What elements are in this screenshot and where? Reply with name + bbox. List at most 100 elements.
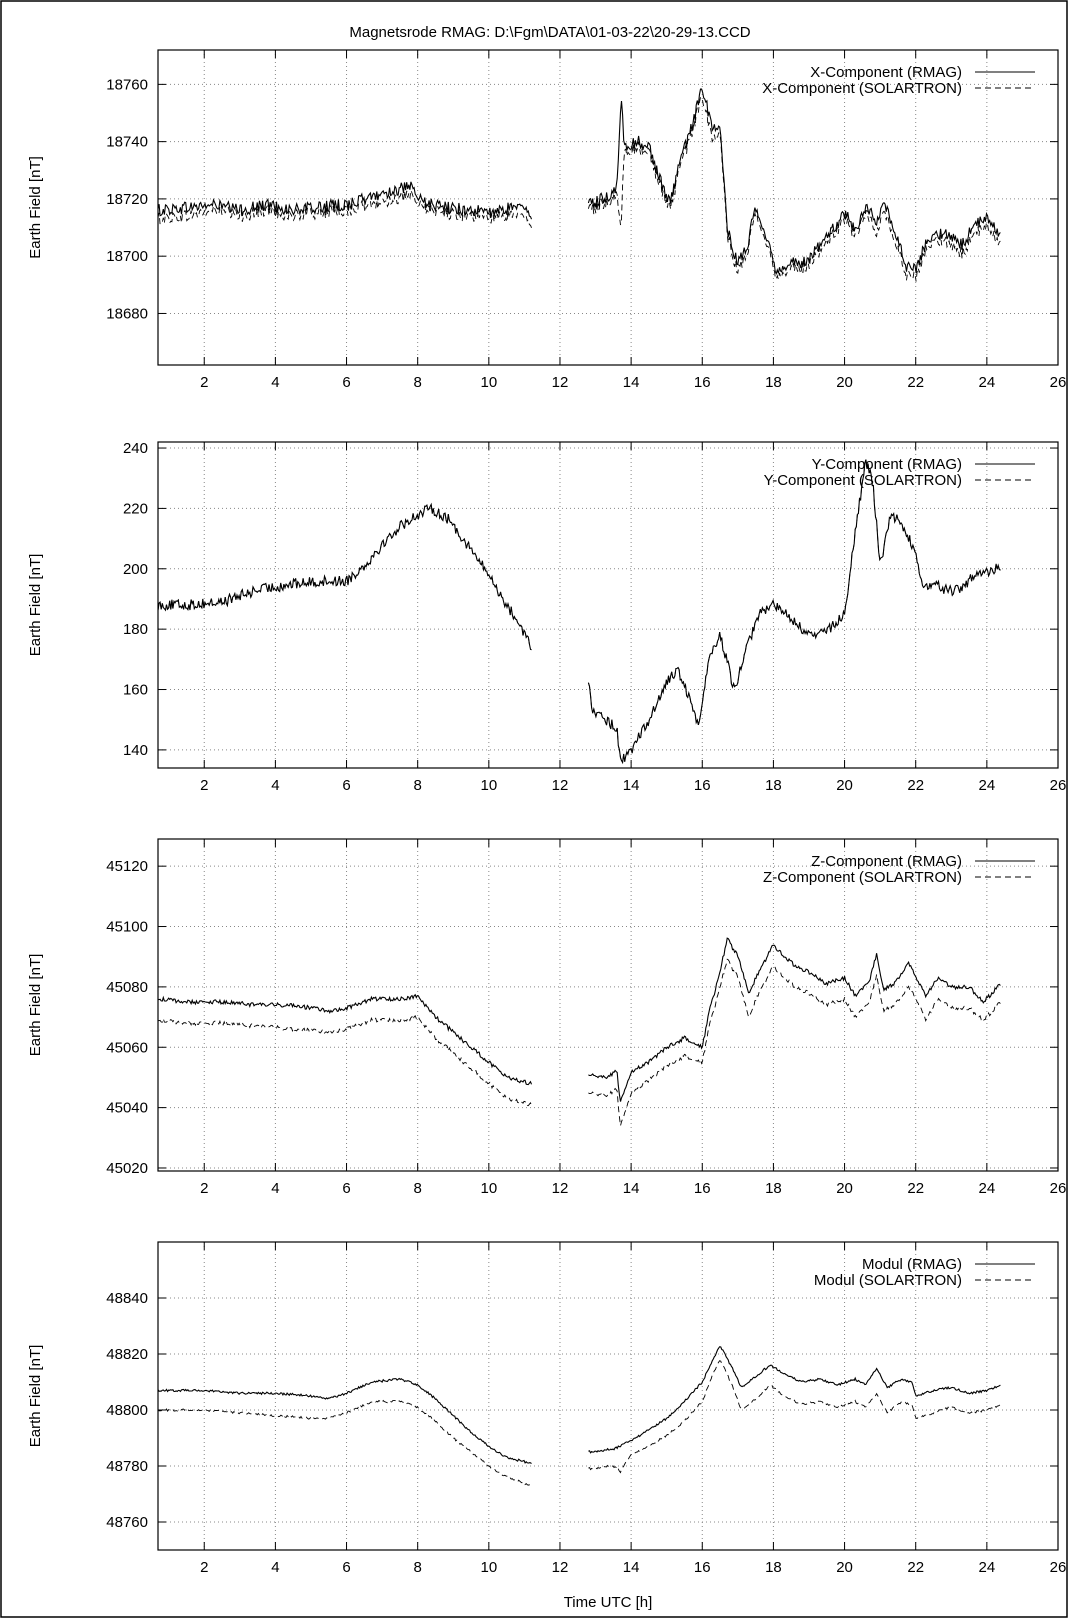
x-tick-label: 12 [552, 1559, 569, 1576]
x-tick-label: 6 [342, 374, 350, 391]
x-tick-label: 10 [480, 1559, 497, 1576]
x-tick-label: 10 [480, 777, 497, 794]
series-line-solartron [157, 1399, 532, 1487]
y-axis-title: Earth Field [nT] [27, 954, 44, 1057]
y-tick-label: 140 [123, 742, 148, 759]
x-tick-label: 22 [907, 1180, 924, 1197]
series-line-solartron [588, 958, 1001, 1126]
legend-label: X-Component (RMAG) [810, 64, 962, 81]
x-tick-label: 14 [623, 777, 640, 794]
x-tick-label: 18 [765, 1559, 782, 1576]
x-tick-label: 16 [694, 374, 711, 391]
y-tick-label: 18700 [106, 248, 148, 265]
x-tick-label: 22 [907, 1559, 924, 1576]
x-tick-label: 4 [271, 1180, 279, 1197]
x-tick-label: 6 [342, 777, 350, 794]
y-tick-label: 48780 [106, 1458, 148, 1475]
x-tick-label: 2 [200, 1180, 208, 1197]
x-tick-label: 2 [200, 374, 208, 391]
x-tick-label: 8 [414, 374, 422, 391]
x-tick-label: 20 [836, 1180, 853, 1197]
y-tick-label: 240 [123, 440, 148, 457]
x-tick-label: 26 [1050, 1180, 1067, 1197]
panel-1: 2 4 6 8 10 12 14 16 18 20 22 24 26186801870018720187… [27, 49, 1067, 391]
x-tick-label: 18 [765, 374, 782, 391]
series-line-rmag [588, 1346, 1001, 1454]
x-tick-label: 6 [342, 1180, 350, 1197]
y-tick-label: 45060 [106, 1039, 148, 1056]
x-tick-label: 4 [271, 374, 279, 391]
series-line-solartron [157, 502, 532, 651]
series-line-solartron [157, 188, 532, 228]
x-tick-label: 8 [414, 1559, 422, 1576]
legend-label: Z-Component (SOLARTRON) [763, 869, 962, 886]
y-tick-label: 18720 [106, 191, 148, 208]
x-tick-label: 26 [1050, 1559, 1067, 1576]
x-tick-label: 14 [623, 374, 640, 391]
x-tick-label: 20 [836, 374, 853, 391]
x-tick-label: 2 [200, 777, 208, 794]
x-tick-label: 18 [765, 777, 782, 794]
series-line-rmag [587, 88, 1001, 275]
y-tick-label: 45080 [106, 979, 148, 996]
x-tick-label: 24 [979, 1180, 996, 1197]
plot-frame [157, 441, 1059, 769]
x-tick-label: 10 [480, 374, 497, 391]
x-tick-label: 22 [907, 777, 924, 794]
grid [158, 1242, 1058, 1550]
x-tick-label: 18 [765, 1180, 782, 1197]
x-tick-label: 4 [271, 1559, 279, 1576]
y-tick-label: 200 [123, 561, 148, 578]
panel-2: 2 4 6 8 10 12 14 16 18 20 22 24 26140160180200220240… [27, 440, 1066, 794]
x-axis-title: Time UTC [h] [564, 1594, 653, 1611]
y-axis-title: Earth Field [nT] [27, 1345, 44, 1448]
series-line-rmag [157, 181, 533, 220]
y-tick-label: 45020 [106, 1160, 148, 1177]
grid [158, 50, 1058, 365]
x-tick-label: 12 [552, 374, 569, 391]
y-tick-label: 160 [123, 682, 148, 699]
y-tick-label: 180 [123, 621, 148, 638]
x-tick-label: 16 [694, 777, 711, 794]
y-tick-label: 48840 [106, 1290, 148, 1307]
legend-label: Y-Component (RMAG) [812, 456, 962, 473]
y-tick-label: 45040 [106, 1100, 148, 1117]
legend-label: Modul (SOLARTRON) [814, 1272, 962, 1289]
figure-title: Magnetsrode RMAG: D:\Fgm\DATA\01-03-22\2… [349, 24, 750, 41]
x-tick-label: 12 [552, 1180, 569, 1197]
series-line-solartron [588, 1360, 1001, 1474]
x-tick-label: 14 [623, 1559, 640, 1576]
series-line-rmag [157, 993, 533, 1086]
panel-3: 2 4 6 8 10 12 14 16 18 20 22 24 26450204504045060450… [27, 838, 1067, 1197]
y-tick-label: 48820 [106, 1346, 148, 1363]
x-tick-label: 26 [1050, 374, 1067, 391]
y-axis-title: Earth Field [nT] [27, 554, 44, 657]
x-tick-label: 16 [694, 1180, 711, 1197]
series-line-rmag [157, 1377, 532, 1465]
legend-label: Y-Component (SOLARTRON) [764, 472, 962, 489]
plot-frame [157, 1241, 1059, 1551]
x-tick-label: 26 [1050, 777, 1067, 794]
x-tick-label: 12 [552, 777, 569, 794]
x-tick-label: 24 [979, 777, 996, 794]
x-tick-label: 22 [907, 374, 924, 391]
y-tick-label: 45100 [106, 919, 148, 936]
legend-label: X-Component (SOLARTRON) [762, 80, 962, 97]
x-tick-label: 14 [623, 1180, 640, 1197]
legend-label: Modul (RMAG) [862, 1256, 962, 1273]
x-tick-label: 2 [200, 1559, 208, 1576]
y-tick-label: 45120 [106, 858, 148, 875]
x-tick-label: 24 [979, 374, 996, 391]
plot-frame [157, 838, 1059, 1172]
x-tick-label: 20 [836, 777, 853, 794]
series-line-solartron [587, 459, 1001, 764]
series-line-solartron [587, 96, 1001, 282]
y-tick-label: 18760 [106, 76, 148, 93]
grid [158, 839, 1058, 1171]
x-tick-label: 20 [836, 1559, 853, 1576]
y-tick-label: 48800 [106, 1402, 148, 1419]
x-tick-label: 16 [694, 1559, 711, 1576]
